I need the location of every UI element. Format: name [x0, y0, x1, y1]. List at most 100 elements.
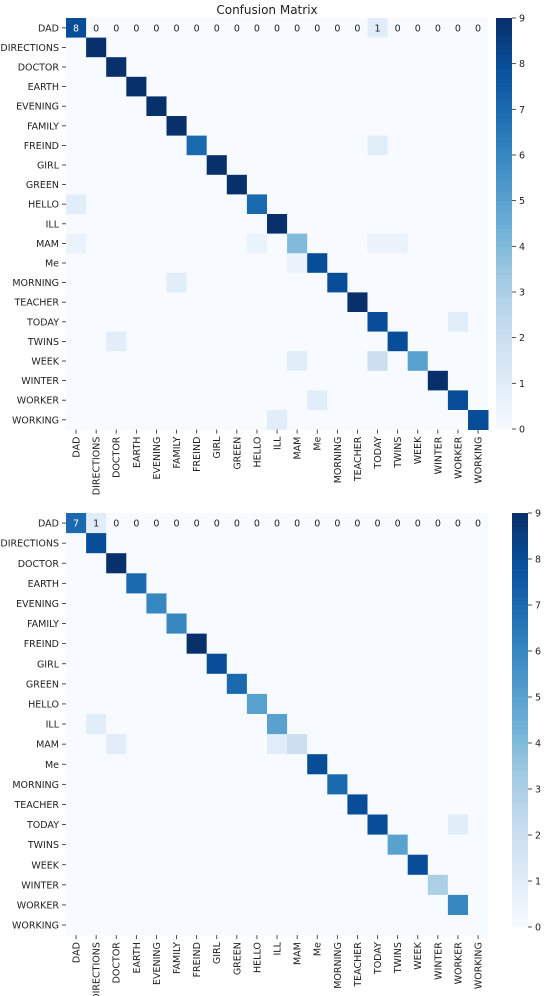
heatmap-cell-teacher-family	[166, 794, 187, 815]
heatmap-cell-me-mam	[287, 253, 308, 274]
heatmap-cell-freind-week	[407, 633, 429, 655]
heatmap-cell-worker-me	[307, 894, 328, 916]
heatmap-cell-week-evening	[146, 351, 167, 372]
heatmap-cell-dad-ill	[267, 18, 288, 38]
heatmap-cell-me-girl	[206, 253, 228, 274]
y-tick-label: GIRL	[37, 659, 60, 670]
heatmap-cell-family-week	[407, 116, 429, 136]
heatmap-cell-winter-teacher	[347, 370, 368, 391]
colorbar-segment	[512, 922, 528, 928]
heatmap-cell-today-week	[407, 814, 429, 835]
heatmap-cell-mam-hello	[246, 233, 268, 254]
colorbar-segment	[512, 825, 528, 831]
heatmap-cell-earth-morning	[327, 76, 348, 97]
heatmap-cell-morning-girl	[206, 774, 228, 795]
heatmap-cell-winter-morning	[327, 874, 348, 896]
heatmap-cell-morning-working	[468, 774, 489, 795]
heatmap-cell-twins-green	[226, 331, 248, 352]
heatmap-cell-mam-girl	[206, 233, 228, 254]
heatmap-cell-ill-today	[367, 214, 388, 234]
colorbar-segment	[496, 214, 512, 220]
heatmap-cell-earth-dad	[66, 76, 87, 97]
heatmap-cell-hello-evening	[146, 693, 167, 715]
colorbar-segment	[512, 908, 528, 914]
heatmap-cell-green-today	[367, 174, 388, 195]
heatmap-cell-today-family	[166, 312, 187, 332]
heatmap-cell-earth-green	[226, 573, 248, 594]
x-tick-label: TODAY	[373, 942, 384, 975]
heatmap-cell-ill-ill	[267, 714, 288, 735]
heatmap-cell-family-freind	[186, 116, 208, 136]
heatmap-cell-evening-mam	[287, 96, 308, 117]
heatmap-cell-morning-me	[307, 272, 328, 293]
heatmap-cell-twins-teacher	[347, 834, 368, 856]
heatmap-cell-doctor-girl	[206, 57, 228, 78]
heatmap-cell-doctor-doctor	[106, 57, 127, 78]
heatmap-cell-dad-morning	[327, 18, 348, 38]
colorbar-segment	[496, 410, 512, 416]
heatmap-cell-freind-hello	[246, 135, 268, 156]
heatmap-cell-family-week	[407, 613, 429, 634]
heatmap-cell-girl-doctor	[106, 653, 127, 675]
heatmap-cell-family-dad	[66, 613, 87, 634]
heatmap-cell-worker-freind	[186, 894, 208, 916]
heatmap-cell-me-winter	[427, 253, 449, 274]
colorbar-tick-label: 2	[519, 333, 525, 344]
heatmap-cell-girl-directions	[86, 653, 107, 675]
colorbar-segment	[496, 49, 512, 56]
heatmap-cell-evening-teacher	[347, 96, 368, 117]
cell-value-label: 0	[294, 519, 300, 530]
colorbar-segment	[512, 881, 528, 887]
heatmap-cell-hello-teacher	[347, 693, 368, 715]
heatmap-cell-dad-evening	[146, 18, 167, 38]
colorbar-segment	[496, 250, 512, 257]
heatmap-cell-twins-green	[226, 834, 248, 856]
heatmap-cell-winter-morning	[327, 370, 348, 391]
colorbar-segment	[496, 209, 512, 215]
heatmap-cell-morning-worker	[447, 272, 469, 293]
cell-value-label: 0	[113, 23, 119, 34]
heatmap-cell-ill-family	[166, 714, 187, 735]
heatmap-cell-winter-evening	[146, 874, 167, 896]
heatmap-cell-worker-week	[407, 390, 429, 411]
heatmap-cell-week-girl	[206, 854, 228, 876]
heatmap-cell-mam-winter	[427, 233, 449, 254]
heatmap-cell-winter-me	[307, 874, 328, 896]
heatmap-cell-teacher-girl	[206, 292, 228, 313]
heatmap-cell-me-freind	[186, 253, 208, 274]
heatmap-cell-teacher-doctor	[106, 292, 127, 313]
colorbar-segment	[512, 876, 528, 882]
heatmap-cell-today-mam	[287, 312, 308, 332]
heatmap-cell-teacher-ill	[267, 292, 288, 313]
colorbar-segment	[496, 54, 512, 60]
heatmap-cell-dad-me	[307, 513, 328, 534]
heatmap-cell-family-worker	[447, 613, 469, 634]
colorbar-segment	[496, 150, 512, 156]
heatmap-cell-teacher-working	[468, 292, 489, 313]
heatmap-cell-doctor-mam	[287, 553, 308, 574]
colorbar-segment	[512, 692, 528, 698]
colorbar-segment	[496, 123, 512, 129]
heatmap-cell-green-twins	[387, 673, 409, 695]
heatmap-cell-morning-teacher	[347, 774, 368, 795]
x-tick-label: FREIND	[192, 437, 203, 472]
heatmap-cell-girl-evening	[146, 155, 167, 176]
heatmap-cell-me-earth	[126, 754, 147, 775]
heatmap-cell-week-ill	[267, 854, 288, 876]
heatmap-cell-worker-winter	[427, 894, 449, 916]
heatmap-cell-ill-me	[307, 714, 328, 735]
heatmap-cell-directions-mam	[287, 37, 308, 58]
y-tick-label: EVENING	[16, 102, 59, 113]
cell-value-label: 0	[174, 23, 180, 34]
heatmap-cell-dad-dad	[66, 18, 87, 38]
heatmap-cell-dad-working	[468, 513, 489, 534]
heatmap-cell-twins-mam	[287, 834, 308, 856]
heatmap-cell-evening-morning	[327, 593, 348, 614]
heatmap-cell-freind-winter	[427, 135, 449, 156]
heatmap-cell-mam-freind	[186, 233, 208, 254]
heatmap-cell-evening-dad	[66, 593, 87, 614]
heatmap-cell-dad-mam	[287, 18, 308, 38]
heatmap-cell-hello-morning	[327, 194, 348, 215]
heatmap-cell-mam-earth	[126, 734, 147, 755]
heatmap-cell-hello-doctor	[106, 194, 127, 215]
